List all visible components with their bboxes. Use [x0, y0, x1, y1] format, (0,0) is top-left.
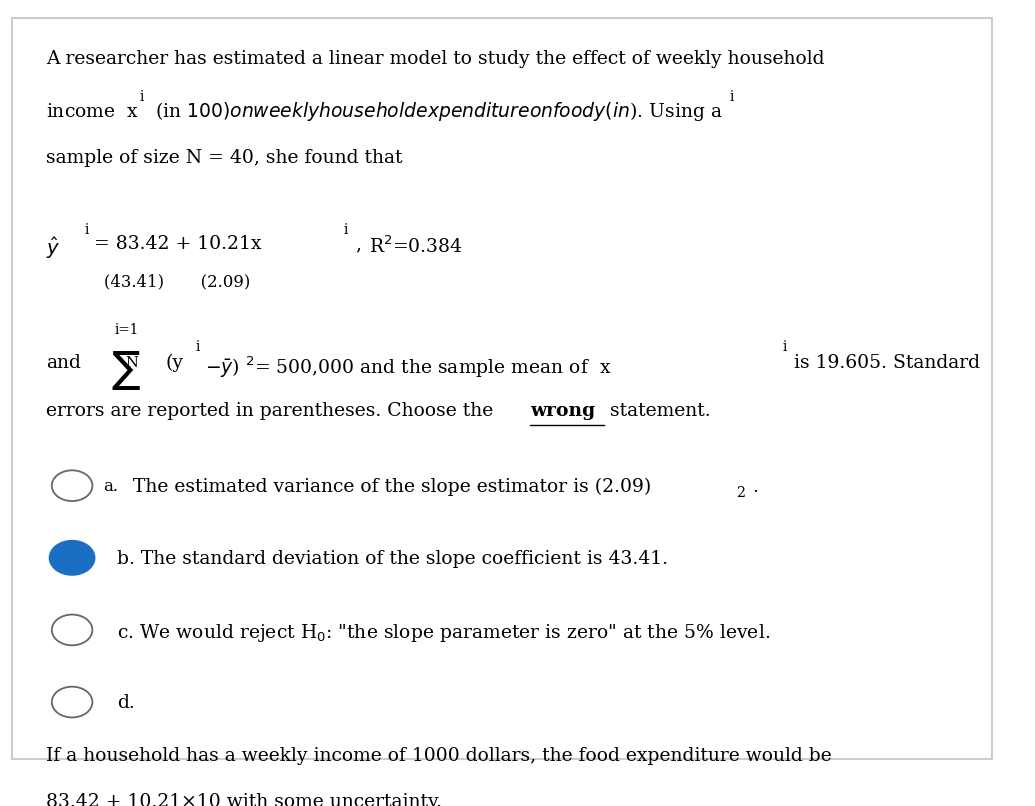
Text: R$^2$=0.384: R$^2$=0.384	[368, 235, 462, 257]
Text: i: i	[782, 340, 788, 355]
Text: c. We would reject H$_0$: "the slope parameter is zero" at the 5% level.: c. We would reject H$_0$: "the slope par…	[117, 622, 770, 644]
Text: statement.: statement.	[604, 402, 711, 420]
Text: sample of size N = 40, she found that: sample of size N = 40, she found that	[46, 149, 403, 168]
Text: i=1: i=1	[115, 323, 139, 338]
Text: = 83.42 + 10.21x: = 83.42 + 10.21x	[94, 235, 262, 254]
Text: .: .	[752, 478, 759, 496]
Text: If a household has a weekly income of 1000 dollars, the food expenditure would b: If a household has a weekly income of 10…	[46, 746, 831, 765]
Text: d.: d.	[117, 695, 135, 713]
Text: $\hat{y}$: $\hat{y}$	[46, 235, 60, 261]
Text: (43.41)       (2.09): (43.41) (2.09)	[104, 273, 249, 290]
Text: 2: 2	[736, 486, 745, 500]
Text: A researcher has estimated a linear model to study the effect of weekly househol: A researcher has estimated a linear mode…	[46, 50, 824, 68]
FancyBboxPatch shape	[12, 18, 992, 759]
Text: wrong: wrong	[530, 402, 595, 420]
Text: a.: a.	[104, 478, 119, 495]
Text: income  x   (in $100) on weekly household expenditure on food y   (in $). Using : income x (in $100) on weekly household e…	[46, 100, 722, 123]
Circle shape	[50, 541, 94, 575]
Text: i: i	[196, 340, 201, 355]
Text: ,: ,	[355, 235, 361, 254]
Text: (y: (y	[166, 354, 183, 372]
Text: errors are reported in parentheses. Choose the: errors are reported in parentheses. Choo…	[46, 402, 499, 420]
Text: i: i	[344, 223, 348, 237]
Text: and: and	[46, 354, 81, 372]
Text: $-\bar{y}$) $^2$= 500,000 and the sample mean of  x: $-\bar{y}$) $^2$= 500,000 and the sample…	[205, 354, 612, 380]
Text: $\sum$: $\sum$	[111, 349, 141, 392]
Text: 83.42 + 10.21×10 with some uncertainty.: 83.42 + 10.21×10 with some uncertainty.	[46, 792, 442, 806]
Text: is 19.605. Standard: is 19.605. Standard	[794, 354, 980, 372]
Text: N: N	[125, 356, 138, 371]
Text: b. The standard deviation of the slope coefficient is 43.41.: b. The standard deviation of the slope c…	[117, 550, 668, 568]
Text: i: i	[84, 223, 89, 237]
Text: i: i	[139, 90, 144, 105]
Text: The estimated variance of the slope estimator is (2.09): The estimated variance of the slope esti…	[134, 478, 651, 496]
Text: i: i	[730, 90, 735, 105]
